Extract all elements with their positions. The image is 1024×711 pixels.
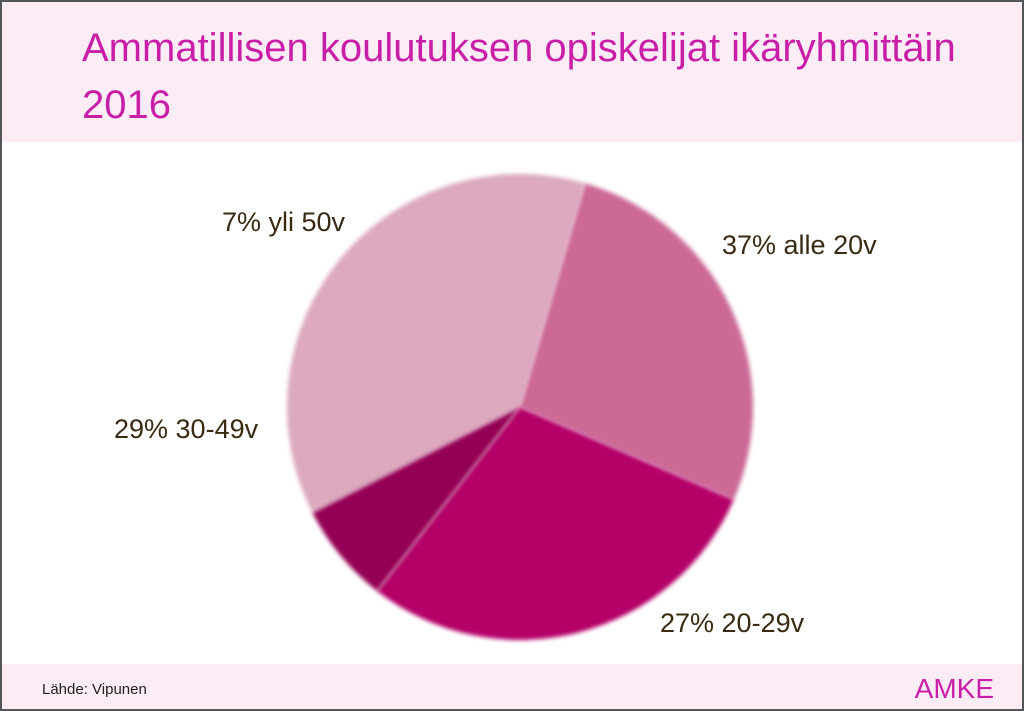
- slice-label-30-49v: 29% 30-49v: [114, 414, 259, 444]
- slice-label-yli-50v: 7% yli 50v: [222, 207, 346, 237]
- pie-slice-30-49v: [377, 407, 734, 641]
- header-band: [2, 2, 1022, 142]
- pie-slice-yli-50v: [312, 407, 520, 592]
- pie-slice-20-29v: [520, 183, 754, 500]
- pie-labels: 37% alle 20v 27% 20-29v 29% 30-49v 7% yli 5…: [114, 207, 877, 638]
- slice-label-alle-20v: 37% alle 20v: [722, 230, 877, 260]
- chart-title: Ammatillisen koulutuksen opiskelijat ikä…: [82, 26, 956, 127]
- footer-band: [2, 664, 1022, 709]
- brand-logo-text: AMKE: [914, 673, 994, 704]
- pie-slices: [287, 174, 754, 641]
- slice-label-20-29v: 27% 20-29v: [660, 608, 805, 638]
- pie-slice-alle-20v: [287, 174, 585, 513]
- source-note: Lähde: Vipunen: [42, 681, 147, 698]
